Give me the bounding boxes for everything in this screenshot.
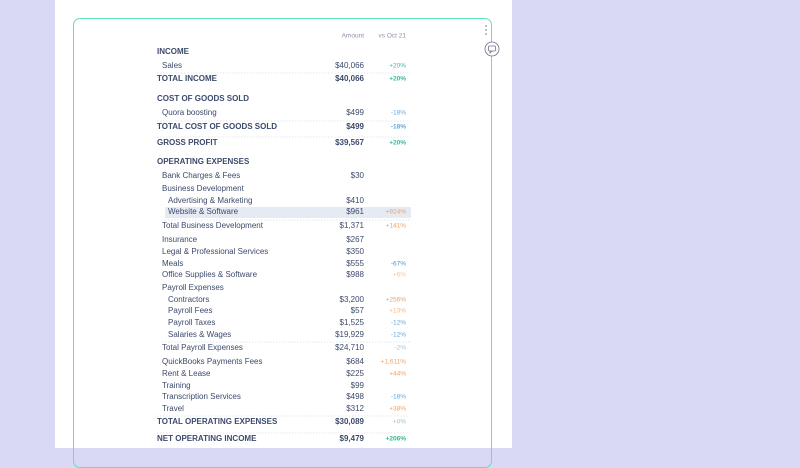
row-amount: $30 <box>351 171 365 180</box>
row-amount: $988 <box>346 270 364 279</box>
row-change: +44% <box>389 371 406 378</box>
row-change: +1,611% <box>381 359 407 366</box>
row-change: +0% <box>393 419 406 426</box>
row-amount: $30,089 <box>335 417 364 426</box>
row-label: Rent & Lease <box>162 369 211 378</box>
row-change: +6% <box>393 272 406 279</box>
row-label: Payroll Fees <box>168 306 212 315</box>
row-amount: $99 <box>351 381 365 390</box>
more-menu[interactable] <box>485 25 487 35</box>
row-amount: $3,200 <box>340 295 365 304</box>
row-label: Sales <box>162 61 182 70</box>
row-label: Office Supplies & Software <box>162 270 258 279</box>
row-label: Transcription Services <box>162 392 241 401</box>
row-amount: $499 <box>346 108 364 117</box>
row-amount: $499 <box>346 122 364 131</box>
row-change: -12% <box>391 320 406 327</box>
row-label: Payroll Taxes <box>168 318 215 327</box>
comment-button[interactable] <box>484 41 500 57</box>
row-amount: $410 <box>346 196 364 205</box>
row-label: Meals <box>162 259 183 268</box>
row-change: +256% <box>386 297 407 304</box>
row-label: Travel <box>162 404 184 413</box>
row-label: Legal & Professional Services <box>162 247 268 256</box>
amount-header: Amount <box>342 33 365 40</box>
row-label: COST OF GOODS SOLD <box>157 94 249 103</box>
row-label: TOTAL OPERATING EXPENSES <box>157 417 278 426</box>
row-amount: $312 <box>346 404 364 413</box>
row-label: OPERATING EXPENSES <box>157 157 250 166</box>
row-change: +20% <box>389 63 406 70</box>
row-amount: $40,066 <box>335 61 364 70</box>
row-label: Payroll Expenses <box>162 283 224 292</box>
change-header: vs Oct 21 <box>379 33 407 40</box>
row-change: -2% <box>394 345 406 352</box>
row-label: INCOME <box>157 47 190 56</box>
row-label: TOTAL INCOME <box>157 74 218 83</box>
row-label: Advertising & Marketing <box>168 196 252 205</box>
row-amount: $684 <box>346 357 364 366</box>
report: Amount vs Oct 21 INCOME Sales $40,066 +20% T… <box>157 25 500 443</box>
row-amount: $555 <box>346 259 364 268</box>
row-amount: $9,479 <box>340 434 365 443</box>
row-change: -18% <box>391 110 406 117</box>
row-change: +206% <box>386 436 407 443</box>
row-label: QuickBooks Payments Fees <box>162 357 262 366</box>
row-highlight <box>165 207 411 218</box>
row-label: TOTAL COST OF GOODS SOLD <box>157 122 277 131</box>
row-label: Business Development <box>162 184 245 193</box>
row-label: GROSS PROFIT <box>157 138 218 147</box>
row-label: Total Business Development <box>162 221 264 230</box>
row-change: +141% <box>386 223 407 230</box>
row-change: -67% <box>391 261 406 268</box>
row-label: Training <box>162 381 191 390</box>
row-amount: $267 <box>346 235 364 244</box>
row-label: Quora boosting <box>162 108 217 117</box>
row-change: -12% <box>391 332 406 339</box>
row-change: -18% <box>391 394 406 401</box>
row-label: Insurance <box>162 235 198 244</box>
row-change: +13% <box>389 308 406 315</box>
row-amount: $19,929 <box>335 330 364 339</box>
row-label: NET OPERATING INCOME <box>157 434 257 443</box>
row-amount: $1,371 <box>340 221 365 230</box>
row-change: +20% <box>389 140 406 147</box>
row-label: Salaries & Wages <box>168 330 231 339</box>
row-label: Website & Software <box>168 207 239 216</box>
row-change: -18% <box>391 124 406 131</box>
row-amount: $498 <box>346 392 364 401</box>
row-amount: $39,567 <box>335 138 364 147</box>
row-label: Total Payroll Expenses <box>162 343 243 352</box>
row-label: Contractors <box>168 295 209 304</box>
row-amount: $40,066 <box>335 74 364 83</box>
row-amount: $350 <box>346 247 364 256</box>
row-change: +924% <box>386 209 407 216</box>
row-change: +20% <box>389 76 406 83</box>
row-amount: $24,710 <box>335 343 364 352</box>
row-amount: $57 <box>351 306 365 315</box>
page: {"columns": {"amount": "Amount", "change… <box>55 0 512 468</box>
row-change: +38% <box>389 406 406 413</box>
row-amount: $961 <box>346 207 364 216</box>
row-amount: $225 <box>346 369 364 378</box>
row-amount: $1,525 <box>340 318 365 327</box>
report-panel <box>55 0 512 448</box>
row-label: Bank Charges & Fees <box>162 171 240 180</box>
